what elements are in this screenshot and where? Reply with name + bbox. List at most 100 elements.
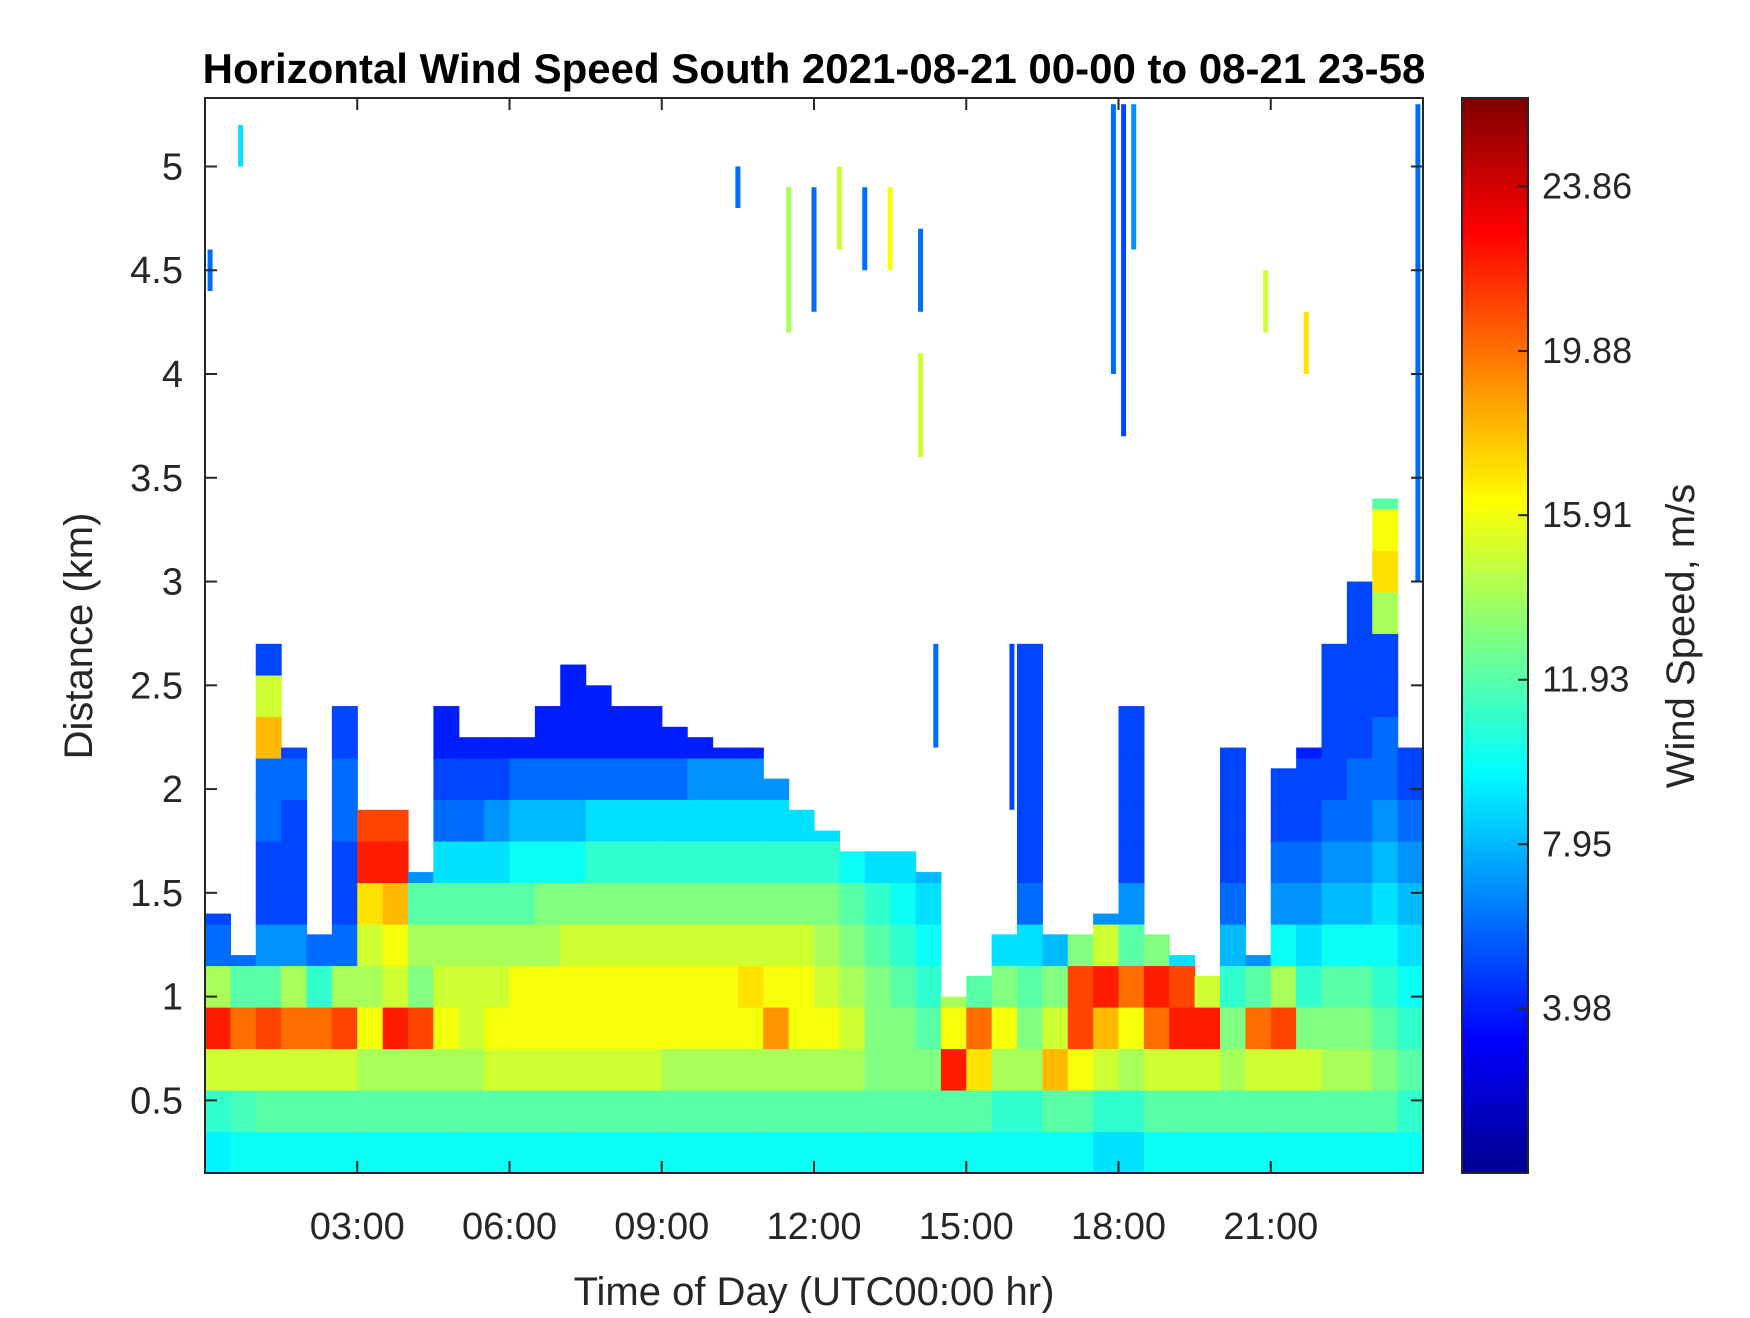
heatmap-cell	[306, 934, 333, 967]
heatmap-cell	[1397, 1006, 1423, 1050]
heatmap-cell	[915, 923, 942, 967]
heatmap-cell	[991, 1131, 1018, 1173]
heatmap-cell	[1397, 799, 1423, 842]
heatmap-cell	[788, 1089, 815, 1133]
heatmap-cell	[1346, 674, 1373, 718]
heatmap-cell	[1372, 498, 1399, 510]
heatmap-cell	[560, 716, 587, 759]
heatmap-cell	[1118, 1089, 1145, 1133]
heatmap-cell	[357, 1131, 384, 1173]
colorbar-tick-label: 19.88	[1542, 330, 1632, 371]
heatmap-streak	[918, 228, 924, 312]
heatmap-cell	[534, 799, 561, 842]
heatmap-cell	[382, 965, 409, 1008]
heatmap-cell	[560, 799, 587, 842]
heatmap-cell	[306, 1131, 333, 1173]
heatmap-cell	[636, 1131, 663, 1173]
x-tick-label: 09:00	[614, 1206, 709, 1248]
heatmap-cell	[281, 747, 308, 759]
heatmap-cell	[1042, 965, 1069, 1008]
heatmap-cell	[1017, 674, 1043, 718]
heatmap-cell	[611, 757, 637, 801]
heatmap-cell	[433, 882, 460, 925]
heatmap-cell	[1017, 840, 1043, 884]
heatmap-cell	[687, 1048, 714, 1091]
heatmap-cell	[1169, 1089, 1196, 1133]
heatmap-cell	[1017, 923, 1043, 967]
heatmap-cell	[915, 872, 942, 884]
heatmap-cell	[357, 965, 384, 1008]
heatmap-cell	[560, 840, 587, 884]
heatmap-cell	[1321, 1089, 1348, 1133]
heatmap-cell	[281, 840, 308, 884]
x-tick-label: 12:00	[766, 1206, 861, 1248]
heatmap-cell	[966, 1006, 993, 1050]
heatmap-cell	[230, 1048, 257, 1091]
heatmap-cell	[534, 965, 561, 1008]
heatmap-cell	[763, 799, 790, 842]
heatmap-cell	[458, 840, 485, 884]
heatmap-cell	[382, 840, 409, 884]
heatmap-cell	[788, 840, 815, 884]
heatmap-cell	[864, 1006, 891, 1050]
heatmap-cell	[737, 965, 764, 1008]
x-tick-label: 03:00	[310, 1206, 405, 1248]
heatmap-cell	[484, 882, 511, 925]
heatmap-cell	[1372, 965, 1399, 1008]
y-tick-label: 3	[162, 562, 183, 604]
heatmap-cell	[255, 882, 282, 925]
heatmap-cell	[382, 1048, 409, 1091]
heatmap-cell	[1017, 882, 1043, 925]
heatmap-cell	[255, 965, 282, 1008]
heatmap-cell	[585, 923, 612, 967]
heatmap-streak	[786, 187, 792, 333]
heatmap-cell	[1397, 882, 1423, 925]
heatmap-cell	[1169, 1131, 1196, 1173]
colorbar-tick-label: 3.98	[1542, 987, 1612, 1028]
heatmap-cell	[1270, 923, 1297, 967]
heatmap-cell	[433, 716, 460, 759]
heatmap-cell	[1093, 1089, 1120, 1133]
heatmap-cell	[1321, 674, 1348, 718]
heatmap-cell	[1143, 1131, 1170, 1173]
heatmap-cell	[1067, 1006, 1094, 1050]
heatmap-cell	[560, 1048, 587, 1091]
heatmap-cell	[560, 674, 587, 718]
heatmap-cell	[433, 706, 460, 718]
heatmap-cell	[458, 965, 485, 1008]
heatmap-cell	[534, 882, 561, 925]
heatmap-cell	[255, 1089, 282, 1133]
heatmap-cell	[484, 799, 511, 842]
heatmap-cell	[408, 872, 434, 884]
heatmap-cell	[763, 1006, 790, 1050]
heatmap-cell	[408, 1048, 434, 1091]
heatmap-cell	[484, 840, 511, 884]
heatmap-cell	[611, 840, 637, 884]
heatmap-cell	[636, 965, 663, 1008]
heatmap-cell	[1017, 799, 1043, 842]
heatmap-cell	[433, 1089, 460, 1133]
heatmap-streak	[1121, 104, 1127, 437]
heatmap-cell	[1067, 965, 1094, 1008]
heatmap-cell	[1397, 923, 1423, 967]
heatmap-cell	[737, 1048, 764, 1091]
heatmap-cell	[1321, 643, 1348, 676]
heatmap-cell	[306, 1089, 333, 1133]
heatmap-cell	[1017, 1089, 1043, 1133]
heatmap-cell	[1346, 1131, 1373, 1173]
heatmap-cell	[1118, 1131, 1145, 1173]
heatmap-cell	[890, 1131, 917, 1173]
heatmap-cell	[331, 799, 358, 842]
heatmap-cell	[534, 1131, 561, 1173]
heatmap-cell	[408, 923, 434, 967]
heatmap-cell	[636, 799, 663, 842]
heatmap-cell	[560, 1006, 587, 1050]
heatmap-cell	[890, 1089, 917, 1133]
heatmap-cell	[1346, 799, 1373, 842]
colorbar-tick-label: 15.91	[1542, 494, 1632, 535]
heatmap-cell	[864, 1048, 891, 1091]
heatmap-cell	[560, 664, 587, 676]
heatmap-cell	[687, 840, 714, 884]
heatmap-cell	[864, 851, 891, 884]
heatmap-cell	[484, 1131, 511, 1173]
